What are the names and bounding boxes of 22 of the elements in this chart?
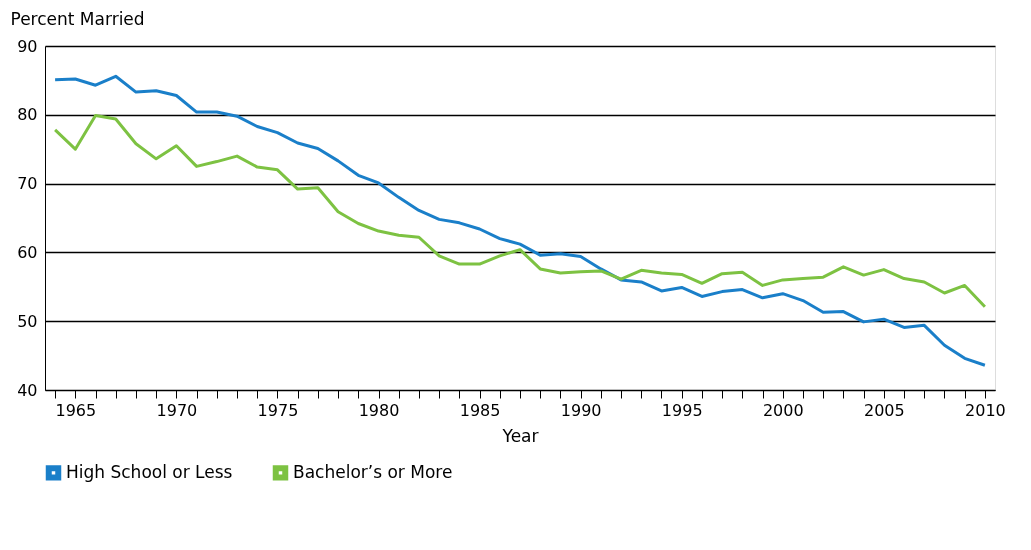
y-tick-label: 50 bbox=[17, 311, 38, 331]
y-tick-label: 70 bbox=[17, 174, 38, 194]
legend-label: High School or Less bbox=[66, 461, 233, 482]
x-tick-label: 1990 bbox=[560, 400, 602, 420]
x-tick-label: 2000 bbox=[762, 400, 804, 420]
x-axis-title: Year bbox=[501, 425, 539, 446]
x-tick-label: 2005 bbox=[863, 400, 905, 420]
line-series bbox=[53, 113, 987, 309]
y-tick-label: 60 bbox=[17, 242, 38, 262]
line-series bbox=[53, 74, 987, 367]
y-tick-label: 80 bbox=[17, 105, 38, 125]
x-tick-label: 1965 bbox=[55, 400, 97, 420]
y-tick-label: 90 bbox=[17, 36, 38, 56]
y-axis-title: Percent Married bbox=[10, 8, 145, 29]
x-tick-label: 1995 bbox=[661, 400, 703, 420]
x-tick-label: 1985 bbox=[459, 400, 501, 420]
x-tick-label: 1970 bbox=[156, 400, 198, 420]
x-tick-label: 1975 bbox=[257, 400, 299, 420]
x-tick-label: 1980 bbox=[358, 400, 400, 420]
y-tick-label: 40 bbox=[17, 380, 38, 400]
x-tick-label: 2010 bbox=[965, 400, 1006, 420]
legend-label: Bachelor’s or More bbox=[293, 461, 453, 482]
